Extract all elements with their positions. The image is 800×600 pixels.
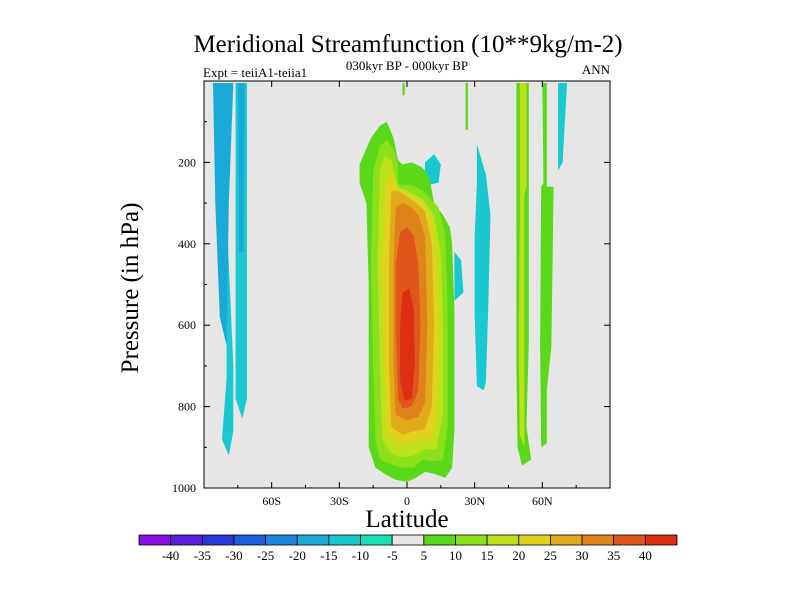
contour-region-neg-small <box>425 154 441 185</box>
colorbar-box <box>170 534 203 546</box>
colorbar-box <box>201 534 235 546</box>
colorbar-box <box>265 534 298 546</box>
x-axis-ticks: 60S 30S 0 30N 60N <box>203 81 611 508</box>
y-axis-ticks: 200 400 600 800 1000 <box>172 121 610 495</box>
x-tick-label: 0 <box>404 494 410 508</box>
contour-region-pos-band-b-in <box>518 83 527 448</box>
y-tick-label: 1000 <box>172 481 196 495</box>
x-tick-label: 60N <box>532 494 553 508</box>
y-tick-label: 800 <box>178 400 196 414</box>
colorbar-box <box>328 534 361 546</box>
colorbar-label: -10 <box>352 548 369 563</box>
colorbar-box <box>550 534 583 546</box>
x-axis-label: Latitude <box>365 506 448 533</box>
chart-title: Meridional Streamfunction (10**9kg/m-2) <box>193 31 622 58</box>
colorbar-label: -15 <box>320 548 337 563</box>
colorbar-box <box>518 534 551 546</box>
x-tick-label: 30N <box>464 494 485 508</box>
contour-region-pos-band-a <box>465 83 468 130</box>
contour-regions <box>206 83 568 482</box>
colorbar-box <box>486 534 520 546</box>
contour-region-main-40 <box>400 288 415 401</box>
colorbar-label: 20 <box>512 548 525 563</box>
y-tick-label: 200 <box>178 155 196 169</box>
colorbar-box <box>581 534 615 546</box>
colorbar-box <box>644 534 678 546</box>
contour-region-neg-south-b-in <box>237 83 245 252</box>
colorbar-label: 10 <box>449 548 462 563</box>
colorbar-box <box>613 534 646 546</box>
y-tick-label: 400 <box>178 237 196 251</box>
chart-subtitle: 030kyr BP - 000kyr BP <box>346 58 468 73</box>
y-axis-label: Pressure (in hPa) <box>117 203 144 374</box>
colorbar-box <box>391 534 425 546</box>
plot-area: 60S 30S 0 30N 60N 200 400 600 800 1000 <box>172 80 611 508</box>
colorbar-label: -30 <box>225 548 242 563</box>
colorbar-label: -35 <box>194 548 211 563</box>
colorbar-label: 25 <box>544 548 557 563</box>
colorbar-label: 40 <box>639 548 652 563</box>
colorbar-label: -5 <box>387 548 398 563</box>
season-label: ANN <box>582 62 611 77</box>
contour-region-neg-south-mid <box>213 83 234 346</box>
colorbar-label: 35 <box>607 548 620 563</box>
colorbar-label: 15 <box>481 548 494 563</box>
colorbar-box <box>233 534 266 546</box>
contour-region-neg-band-a <box>474 144 491 391</box>
colorbar-box <box>360 534 393 546</box>
colorbar-label: -25 <box>257 548 274 563</box>
colorbar-box <box>138 534 172 546</box>
colorbar-box <box>296 534 330 546</box>
colorbar-label: -20 <box>289 548 306 563</box>
colorbar: -40 -35 -30 -25 -20 -15 -10 -5 5 10 15 20 25 30 35 40 <box>138 534 678 563</box>
colorbar-label: -40 <box>162 548 179 563</box>
contour-region-pos-band-c <box>540 83 554 448</box>
y-tick-label: 600 <box>178 318 196 332</box>
colorbar-box <box>455 534 488 546</box>
colorbar-label: 5 <box>421 548 428 563</box>
colorbar-label: 30 <box>576 548 589 563</box>
contour-region-neg-band-a2 <box>454 251 464 301</box>
contour-region-neg-band-c-top <box>558 83 568 171</box>
experiment-label: Expt = teiiA1-teiia1 <box>203 65 307 80</box>
x-tick-label: 60S <box>262 494 281 508</box>
x-tick-label: 30S <box>330 494 349 508</box>
colorbar-box <box>423 534 456 546</box>
contour-region-pos-band-cap <box>402 83 405 96</box>
